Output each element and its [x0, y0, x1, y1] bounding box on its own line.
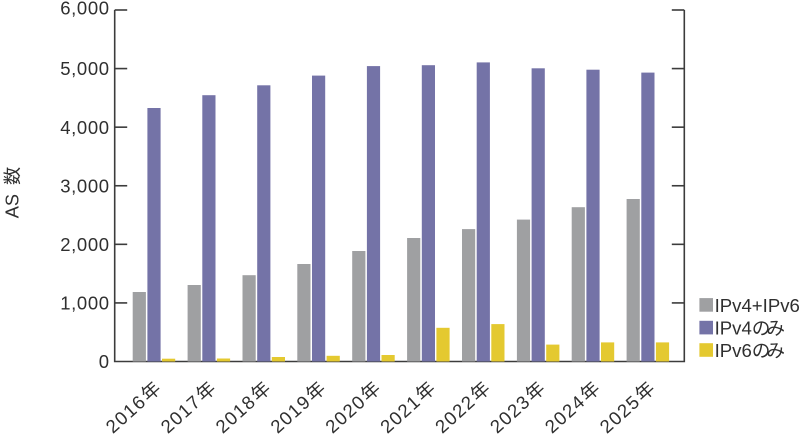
svg-text:2024: 2024 [541, 390, 590, 437]
svg-text:AS: AS [3, 194, 23, 218]
svg-text:2025: 2025 [596, 390, 645, 437]
svg-text:5,000: 5,000 [60, 58, 109, 79]
svg-text:0: 0 [99, 351, 110, 372]
svg-text:2018: 2018 [211, 390, 260, 437]
svg-text:2017: 2017 [156, 390, 205, 437]
svg-text:2023: 2023 [486, 390, 535, 437]
svg-text:4,000: 4,000 [60, 117, 109, 138]
svg-text:2022: 2022 [431, 390, 480, 437]
svg-text:2021: 2021 [376, 390, 425, 437]
svg-text:6,000: 6,000 [60, 0, 109, 19]
svg-text:2019: 2019 [266, 390, 315, 437]
svg-text:1,000: 1,000 [60, 293, 109, 314]
svg-text:IPv4+IPv6: IPv4+IPv6 [715, 295, 800, 316]
svg-text:IPv6: IPv6 [715, 340, 752, 361]
svg-text:2016: 2016 [102, 390, 151, 437]
svg-text:3,000: 3,000 [60, 175, 109, 196]
svg-text:IPv4: IPv4 [715, 318, 752, 339]
svg-text:2,000: 2,000 [60, 234, 109, 255]
svg-text:2020: 2020 [321, 390, 370, 437]
